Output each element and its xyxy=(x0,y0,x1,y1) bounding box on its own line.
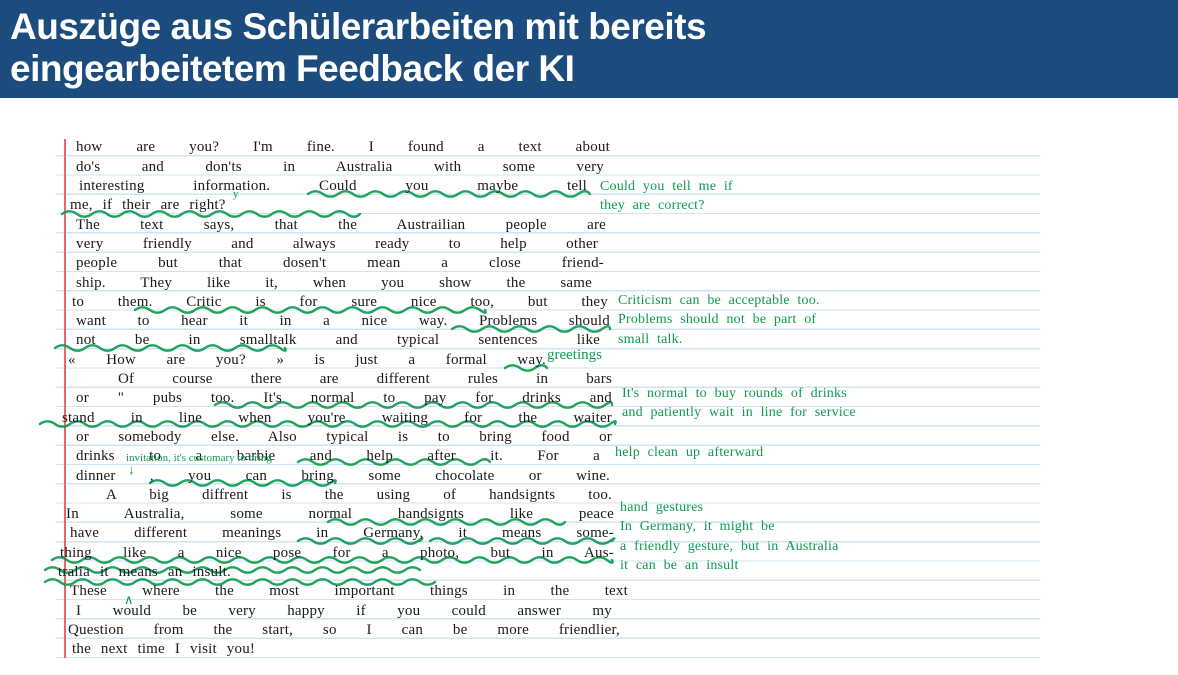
student-line: These where the most important things in… xyxy=(70,583,628,599)
green-correction: greetings xyxy=(547,347,602,363)
ai-feedback-note: Could you tell me if they are correct? xyxy=(600,177,733,216)
student-line: have different meanings in Germany, it m… xyxy=(70,525,614,541)
ai-feedback-line: Criticism can be acceptable too. xyxy=(618,293,820,308)
ai-feedback-line: Problems should not be part of xyxy=(618,312,817,328)
ai-feedback-line: a friendly gesture, but in Australia xyxy=(620,538,839,554)
ai-feedback-line: hand gestures xyxy=(620,500,704,515)
student-line: tralia it means an insult. xyxy=(58,564,231,580)
student-line: Question from the start, so I can be mor… xyxy=(68,622,620,638)
student-line: do's and don'ts in Australia with some v… xyxy=(76,159,604,175)
ai-feedback-line: it can be an insult xyxy=(620,557,739,573)
student-line: want to hear it in a nice way. Problems … xyxy=(76,313,610,329)
student-line: the next time I visit you! xyxy=(72,641,256,657)
ai-feedback-line: In Germany, it might be xyxy=(620,519,775,535)
student-line: ship. They like it, when you show the sa… xyxy=(76,275,592,291)
student-line: A big diffrent is the using of handsignt… xyxy=(106,487,612,503)
student-line: interesting information. Could you maybe… xyxy=(79,178,587,194)
ai-feedback-note: It's normal to buy rounds of drinks and p… xyxy=(622,384,856,423)
student-line: I would be very happy if you could answe… xyxy=(76,603,612,619)
green-correction: ∧ xyxy=(124,592,134,607)
worksheet-scan: how are you? I'm fine. I found a text ab… xyxy=(0,98,1178,675)
green-correction: invitation, it's customary to bring xyxy=(126,452,272,464)
slide-title-line1: Auszüge aus Schülerarbeiten mit bereits xyxy=(10,6,707,47)
student-line: « How are you? » is just a formal way. xyxy=(68,352,546,368)
ai-feedback-line: and patiently wait in line for service xyxy=(622,405,856,421)
student-line: not be in smalltalk and typical sentence… xyxy=(76,332,600,348)
slide-header: Auszüge aus Schülerarbeiten mit bereits … xyxy=(0,0,1178,98)
ai-feedback-line: Could you tell me if xyxy=(600,179,733,194)
ai-feedback-line: It's normal to buy rounds of drinks xyxy=(622,386,847,401)
student-line: In Australia, some normal handsignts lik… xyxy=(66,506,614,522)
student-line: to them. Critic is for sure nice too, bu… xyxy=(72,294,608,310)
student-line: drinks to a barbie and help after it. Fo… xyxy=(76,448,600,464)
ai-feedback-note: help clean up afterward xyxy=(615,443,763,462)
student-line: Of course there are different rules in b… xyxy=(118,371,612,387)
student-line: people but that dosen't mean a close fri… xyxy=(76,255,604,271)
student-line: thing like a nice pose for a photo, but … xyxy=(60,545,614,561)
student-line: The text says, that the Austrailian peop… xyxy=(76,217,606,233)
ai-feedback-note: Criticism can be acceptable too. Problems… xyxy=(618,291,820,349)
red-margin-line xyxy=(64,139,66,658)
ai-feedback-line: they are correct? xyxy=(600,198,705,214)
green-correction: y xyxy=(233,188,239,200)
student-line: how are you? I'm fine. I found a text ab… xyxy=(76,139,610,155)
student-line: or somebody else. Also typical is to bri… xyxy=(76,429,612,445)
ai-feedback-note: hand gestures In Germany, it might be a fr… xyxy=(620,498,838,575)
student-line: me, if their are right? xyxy=(70,197,226,213)
student-line: stand in line when you're waiting for th… xyxy=(62,410,612,426)
slide-title-line2: eingearbeitetem Feedback der KI xyxy=(10,48,575,89)
student-line: or " pubs too. It's normal to pay for dr… xyxy=(76,390,612,406)
student-line: dinner , you can bring some chocolate or… xyxy=(76,468,610,484)
green-correction: ↓ xyxy=(128,462,135,477)
student-line: very friendly and always ready to help o… xyxy=(76,236,598,252)
slide-title: Auszüge aus Schülerarbeiten mit bereits … xyxy=(10,6,1170,90)
ai-feedback-line: small talk. xyxy=(618,331,683,347)
ai-feedback-line: help clean up afterward xyxy=(615,445,764,460)
